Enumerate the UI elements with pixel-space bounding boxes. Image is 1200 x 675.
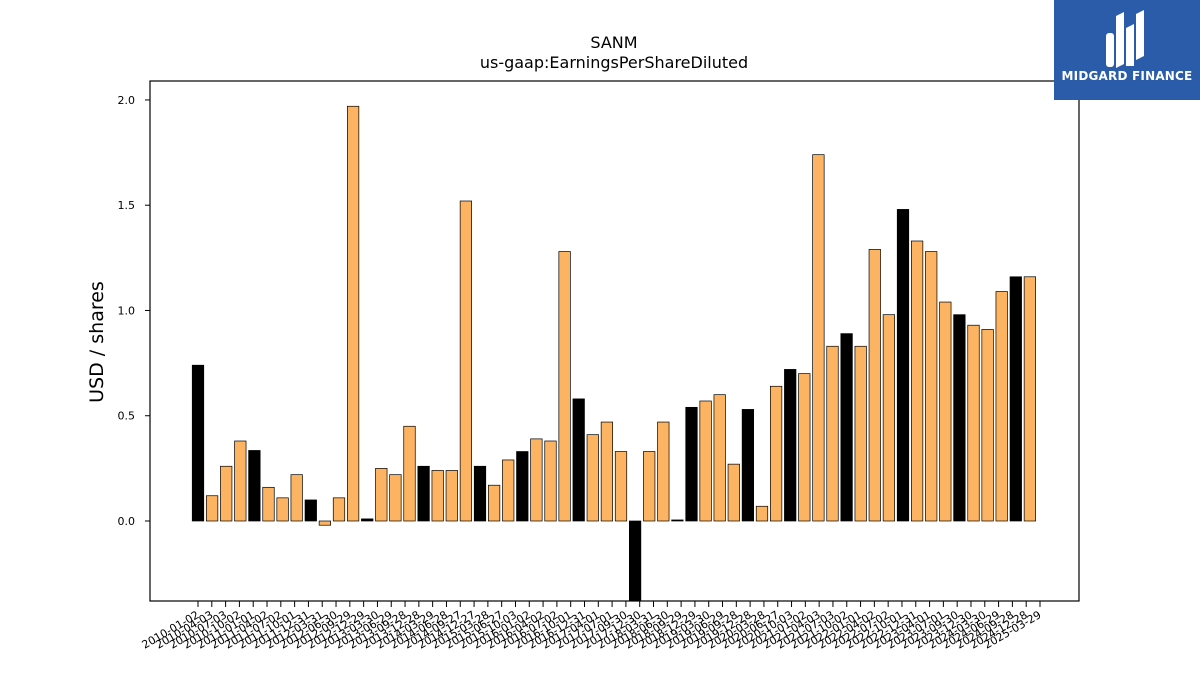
bar xyxy=(473,465,487,522)
bar xyxy=(995,291,1008,522)
y-tick-label: 0.0 xyxy=(118,515,136,528)
bar xyxy=(445,470,458,522)
bar xyxy=(755,505,769,522)
bar xyxy=(882,314,896,522)
bar xyxy=(685,406,698,522)
bar xyxy=(910,240,924,522)
bar xyxy=(586,434,599,522)
logo-text: MIDGARD FINANCE xyxy=(1061,69,1193,83)
bar xyxy=(375,468,388,522)
y-tick-label: 2.0 xyxy=(118,94,136,107)
chart-title: SANM xyxy=(590,33,637,52)
bar xyxy=(769,385,783,522)
bar xyxy=(896,209,910,522)
bar xyxy=(516,451,529,522)
bar xyxy=(854,345,867,522)
bar xyxy=(812,154,825,522)
bar xyxy=(290,474,303,522)
bar xyxy=(925,251,938,522)
bars xyxy=(191,105,1037,602)
y-tick-label: 1.5 xyxy=(118,199,136,212)
bar xyxy=(361,518,374,522)
bar xyxy=(262,486,275,522)
bar xyxy=(530,438,543,522)
bar xyxy=(1009,276,1022,522)
bar xyxy=(868,249,881,522)
bar xyxy=(614,451,628,522)
bar xyxy=(1023,276,1037,522)
bar xyxy=(403,425,416,522)
bar xyxy=(431,470,444,522)
y-ticks: 0.0 0.5 1.0 1.5 2.0 xyxy=(118,94,150,528)
bar xyxy=(417,465,430,522)
bar xyxy=(318,520,331,526)
bar xyxy=(544,440,557,522)
bar xyxy=(600,421,614,522)
bar xyxy=(967,324,980,522)
bar xyxy=(248,450,261,522)
bar xyxy=(220,465,233,522)
bar xyxy=(784,369,797,522)
bar xyxy=(502,459,515,522)
bar xyxy=(276,497,289,522)
bar xyxy=(953,314,966,522)
bar xyxy=(713,394,726,522)
bar xyxy=(459,200,472,522)
bar xyxy=(798,373,811,522)
bar xyxy=(727,463,740,522)
bar xyxy=(234,440,247,522)
bar xyxy=(347,105,360,522)
bar xyxy=(643,451,656,522)
y-axis-label: USD / shares xyxy=(86,281,108,403)
midgard-logo-icon xyxy=(1106,10,1144,68)
bar xyxy=(628,520,642,602)
bar xyxy=(671,519,684,522)
bar xyxy=(939,301,952,522)
y-tick-label: 0.5 xyxy=(118,410,136,423)
bar xyxy=(558,251,571,522)
bar xyxy=(840,333,853,522)
bar xyxy=(304,499,317,522)
bar xyxy=(206,495,219,522)
bar xyxy=(488,484,501,522)
bar xyxy=(191,364,205,522)
chart-subtitle: us-gaap:EarningsPerShareDiluted xyxy=(480,53,748,72)
bar xyxy=(657,421,670,522)
bar xyxy=(741,409,755,522)
x-ticks: 2010-01-022010-04-032010-07-032010-10-02… xyxy=(140,601,1044,652)
plot-frame xyxy=(149,80,1080,602)
logo: MIDGARD FINANCE xyxy=(1054,0,1200,100)
bar xyxy=(572,398,585,522)
bar xyxy=(389,474,402,522)
bar xyxy=(332,497,346,522)
y-tick-label: 1.0 xyxy=(118,304,136,317)
bar xyxy=(826,345,839,522)
bar xyxy=(981,329,994,522)
bar xyxy=(699,400,712,522)
